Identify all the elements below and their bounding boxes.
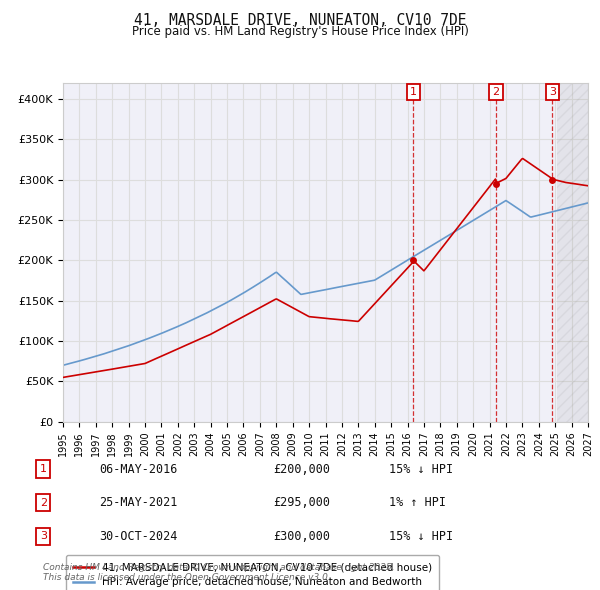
Text: 1: 1 xyxy=(40,464,47,474)
Text: Contains HM Land Registry data © Crown copyright and database right 2025.
This d: Contains HM Land Registry data © Crown c… xyxy=(43,563,395,582)
Text: 2: 2 xyxy=(40,498,47,507)
Text: 06-MAY-2016: 06-MAY-2016 xyxy=(99,463,178,476)
Text: £295,000: £295,000 xyxy=(273,496,330,509)
Text: 15% ↓ HPI: 15% ↓ HPI xyxy=(389,530,453,543)
Text: £300,000: £300,000 xyxy=(273,530,330,543)
Text: 1: 1 xyxy=(410,87,417,97)
Text: 1% ↑ HPI: 1% ↑ HPI xyxy=(389,496,446,509)
Legend: 41, MARSDALE DRIVE, NUNEATON, CV10 7DE (detached house), HPI: Average price, det: 41, MARSDALE DRIVE, NUNEATON, CV10 7DE (… xyxy=(65,555,439,590)
Text: £200,000: £200,000 xyxy=(273,463,330,476)
Bar xyxy=(557,83,591,422)
Text: 15% ↓ HPI: 15% ↓ HPI xyxy=(389,463,453,476)
Text: Price paid vs. HM Land Registry's House Price Index (HPI): Price paid vs. HM Land Registry's House … xyxy=(131,25,469,38)
Text: 3: 3 xyxy=(40,532,47,541)
Text: 41, MARSDALE DRIVE, NUNEATON, CV10 7DE: 41, MARSDALE DRIVE, NUNEATON, CV10 7DE xyxy=(134,13,466,28)
Text: 25-MAY-2021: 25-MAY-2021 xyxy=(99,496,178,509)
Text: 30-OCT-2024: 30-OCT-2024 xyxy=(99,530,178,543)
Text: 3: 3 xyxy=(549,87,556,97)
Text: 2: 2 xyxy=(493,87,500,97)
